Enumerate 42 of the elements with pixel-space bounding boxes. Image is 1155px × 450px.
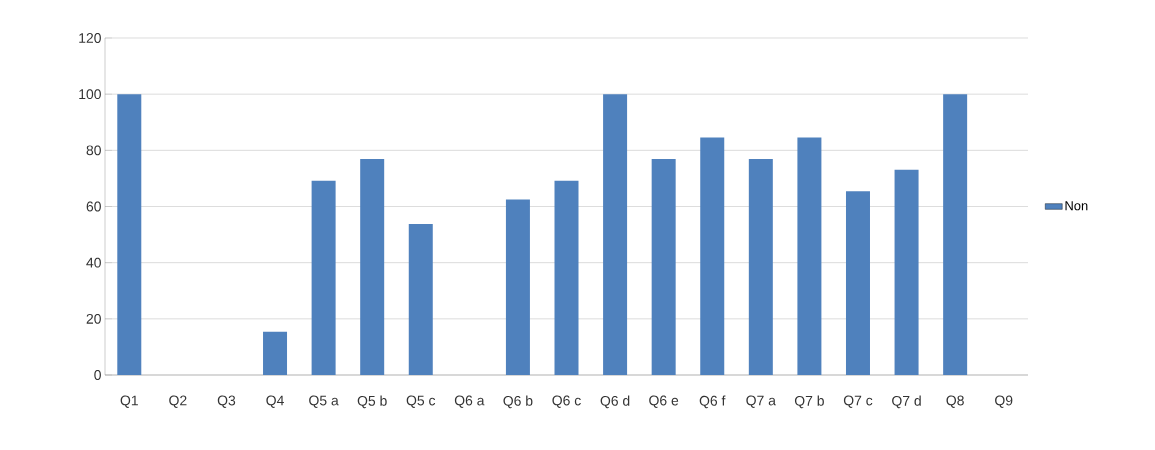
bar [311, 180, 336, 375]
bar [651, 159, 676, 375]
bar [263, 331, 288, 375]
x-tick-label: Q3 [217, 395, 236, 408]
x-tick-label: Q7 c [843, 395, 873, 408]
bar [554, 180, 579, 375]
x-tick-label: Q7 a [746, 395, 776, 408]
x-tick-label: Q6 a [454, 395, 485, 408]
y-tick-label: 0 [94, 370, 101, 380]
y-tick-label: 40 [86, 257, 101, 268]
y-tick-label: 20 [86, 313, 101, 324]
bar [360, 159, 385, 375]
x-tick-label: Q5 c [406, 395, 436, 408]
y-tick-label: 120 [79, 33, 101, 43]
bar [505, 199, 530, 375]
x-tick-label: Q5 b [357, 395, 387, 409]
x-tick-label: Q1 [120, 395, 138, 408]
bar [845, 191, 870, 375]
bar [894, 169, 919, 375]
x-tick-label: Q2 [169, 395, 187, 408]
y-tick-label: 100 [79, 89, 101, 100]
x-tick-label: Q7 b [794, 395, 824, 409]
bar [943, 94, 968, 375]
x-tick-label: Q8 [946, 395, 964, 408]
x-tick-label: Q6 c [552, 395, 581, 408]
x-tick-label: Q9 [995, 395, 1013, 408]
legend-label: Non [1065, 201, 1088, 211]
bar [700, 137, 725, 375]
y-tick-label: 80 [86, 145, 101, 156]
bar [797, 137, 822, 375]
bar [408, 223, 433, 375]
x-tick-label: Q6 d [600, 395, 630, 409]
x-tick-label: Q6 e [649, 395, 679, 408]
x-tick-label: Q7 d [892, 395, 921, 409]
bar [117, 94, 142, 375]
x-tick-label: Q5 a [309, 395, 339, 408]
x-tick-label: Q6 f [699, 395, 726, 409]
x-tick-label: Q6 b [503, 395, 533, 409]
y-tick-label: 60 [86, 201, 101, 212]
bar [603, 94, 628, 375]
bar [748, 159, 773, 375]
x-tick-label: Q4 [266, 395, 284, 408]
